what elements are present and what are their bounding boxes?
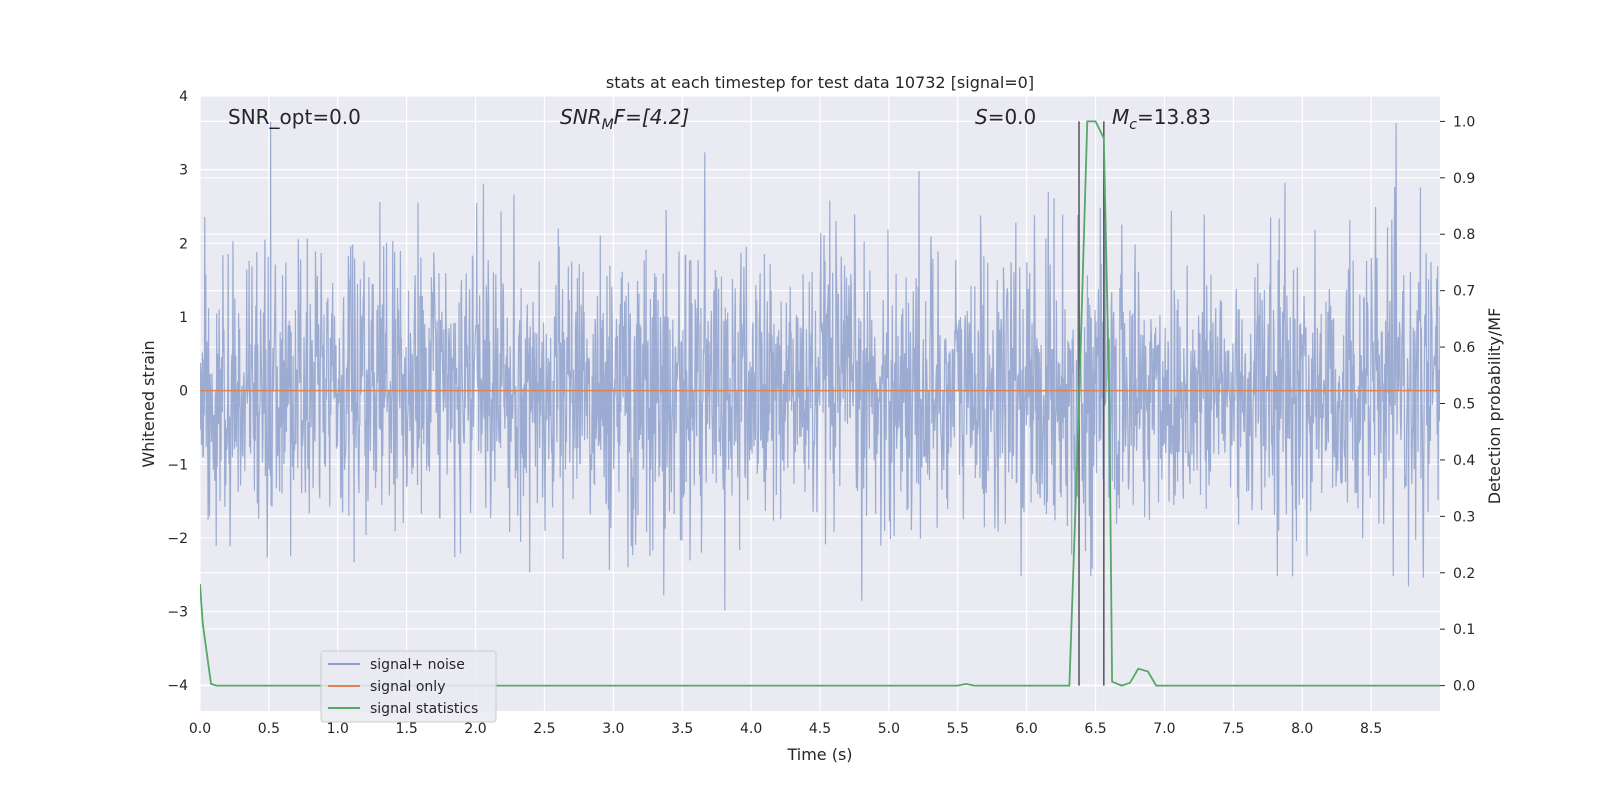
- y-axis-left-label: Whitened strain: [139, 340, 158, 467]
- y-right-tick-label: 0.8: [1453, 227, 1475, 243]
- x-tick-label: 6.0: [1016, 721, 1038, 737]
- annotation-snr-mf: SNRMF=[4.2]: [560, 105, 689, 133]
- x-tick-label: 8.0: [1291, 721, 1313, 737]
- y-right-tick-label: 0.9: [1453, 171, 1475, 187]
- x-tick-label: 4.5: [809, 721, 831, 737]
- x-tick-label: 3.0: [602, 721, 624, 737]
- annotation-mc: Mc=13.83: [1112, 105, 1211, 133]
- legend: signal+ noise signal only signal statist…: [320, 650, 497, 723]
- x-tick-label: 0.5: [258, 721, 280, 737]
- y-left-tick-label: −4: [167, 678, 188, 694]
- y-right-tick-label: 0.4: [1453, 453, 1475, 469]
- x-ticks: 0.0 0.5 1.0 1.5 2.0 2.5 3.0 3.5 4.0 4.5 5.0 5.5 6.0 6…: [189, 721, 1382, 737]
- x-tick-label: 5.0: [878, 721, 900, 737]
- y-right-tick-label: 1.0: [1453, 114, 1475, 130]
- x-axis-label: Time (s): [786, 745, 852, 764]
- y-left-ticks: −4 −3 −2 −1 0 1 2 3 4: [167, 89, 188, 694]
- x-tick-label: 6.5: [1084, 721, 1106, 737]
- x-tick-label: 1.5: [396, 721, 418, 737]
- y-right-tick-label: 0.2: [1453, 566, 1475, 582]
- series-signal-noise: [200, 121, 1440, 611]
- legend-label-signal-noise: signal+ noise: [370, 657, 465, 673]
- y-left-tick-label: −1: [167, 457, 188, 473]
- legend-label-signal-only: signal only: [370, 679, 445, 695]
- y-right-tick-label: 0.0: [1453, 679, 1475, 695]
- legend-label-signal-statistics: signal statistics: [370, 701, 478, 717]
- y-left-tick-label: 0: [179, 384, 188, 400]
- series-signal-statistics: [200, 120, 1440, 687]
- y-right-tick-label: 0.7: [1453, 284, 1475, 300]
- x-tick-label: 2.0: [464, 721, 486, 737]
- line-signal-noise: [200, 121, 1440, 611]
- x-tick-label: 5.5: [947, 721, 969, 737]
- x-tick-label: 8.5: [1360, 721, 1382, 737]
- annotation-snr-opt: SNR_opt=0.0: [228, 105, 361, 129]
- annotation-s: S=0.0: [975, 105, 1036, 129]
- x-tick-label: 7.0: [1153, 721, 1175, 737]
- x-tick-label: 2.5: [533, 721, 555, 737]
- y-left-tick-label: 4: [179, 89, 188, 105]
- x-tick-label: 3.5: [671, 721, 693, 737]
- legend-box: [320, 650, 497, 723]
- x-tick-label: 7.5: [1222, 721, 1244, 737]
- chart-title: stats at each timestep for test data 107…: [606, 73, 1034, 92]
- y-left-tick-label: 2: [179, 236, 188, 252]
- y-right-tick-label: 0.6: [1453, 340, 1475, 356]
- x-tick-label: 4.0: [740, 721, 762, 737]
- y-left-tick-label: 3: [179, 163, 188, 179]
- x-tick-label: 0.0: [189, 721, 211, 737]
- y-right-tick-label: 0.5: [1453, 397, 1475, 413]
- y-right-tick-label: 0.1: [1453, 622, 1475, 638]
- y-left-tick-label: −2: [167, 531, 188, 547]
- y-left-tick-label: −3: [167, 605, 188, 621]
- y-right-ticks: 0.0 0.1 0.2 0.3 0.4 0.5 0.6 0.7 0.8 0.9 1.0: [1440, 114, 1475, 695]
- y-axis-right-label: Detection probability/MF: [1485, 308, 1504, 505]
- y-right-tick-label: 0.3: [1453, 509, 1475, 525]
- line-signal-statistics: [200, 120, 1440, 687]
- y-left-tick-label: 1: [179, 310, 188, 326]
- x-tick-label: 1.0: [327, 721, 349, 737]
